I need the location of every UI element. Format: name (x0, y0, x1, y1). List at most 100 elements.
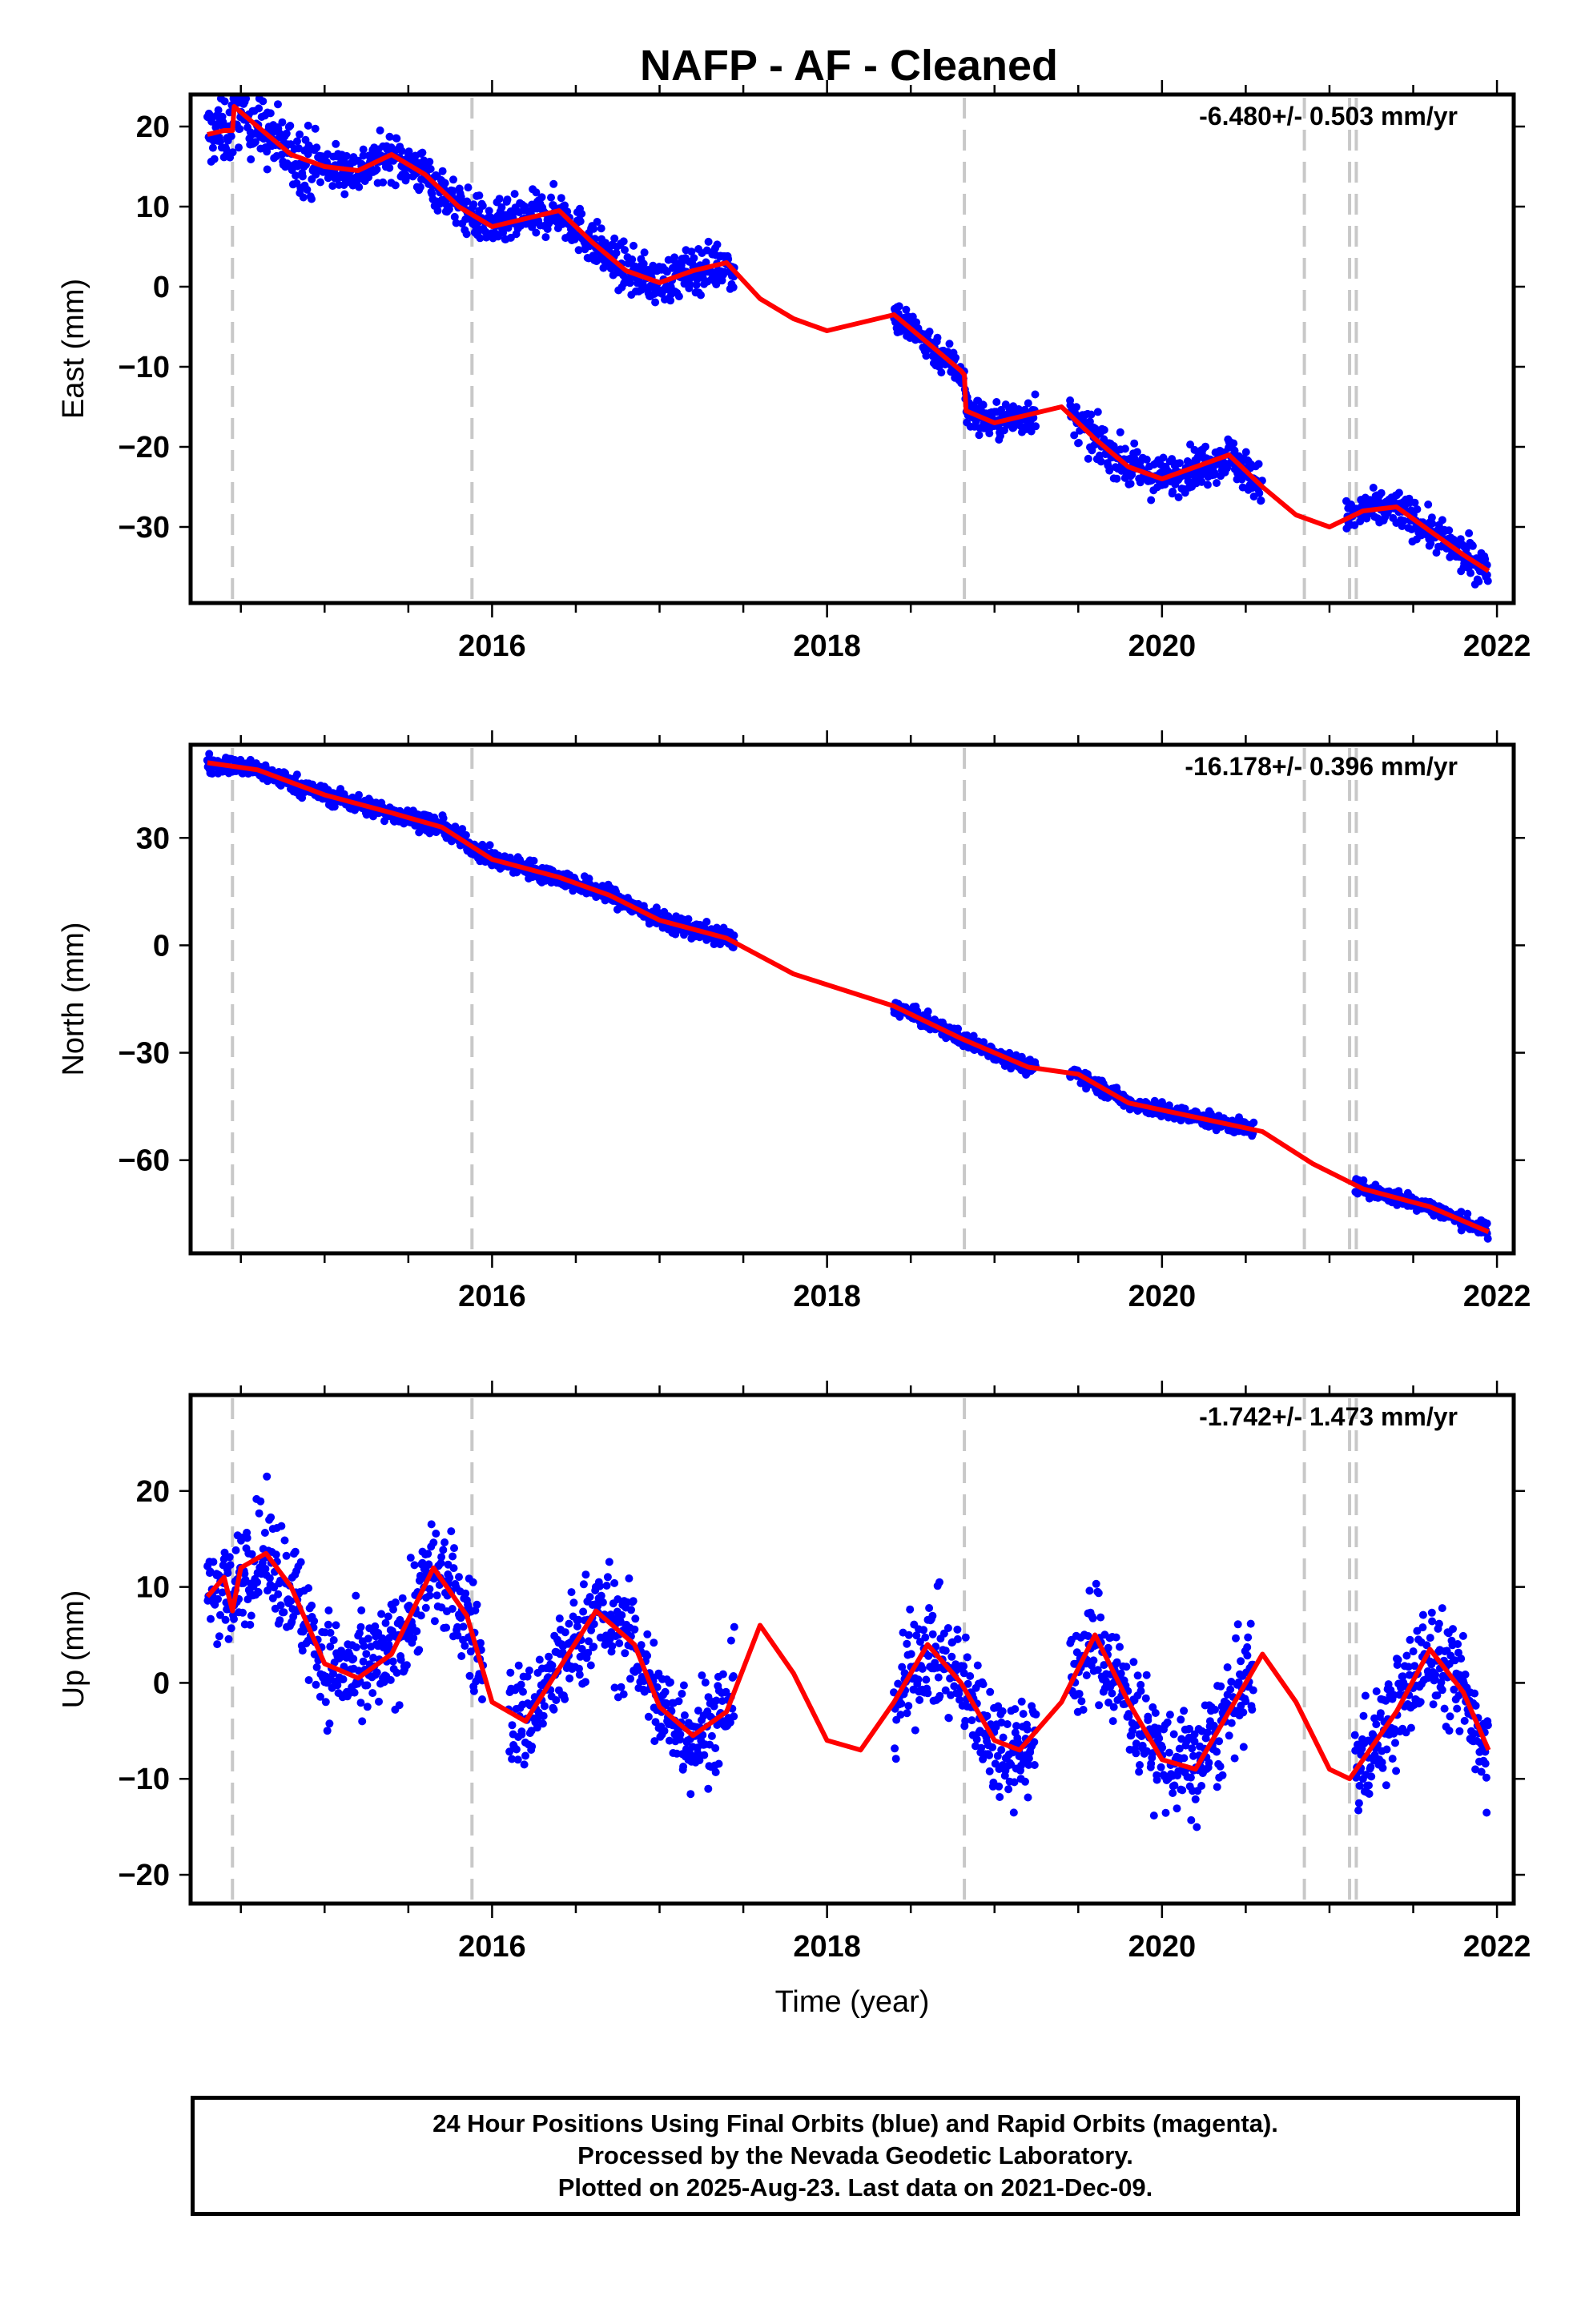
up-data-point (304, 1676, 313, 1684)
up-data-point (406, 1554, 415, 1562)
up-data-point (1243, 1651, 1252, 1660)
east-data-point (1465, 529, 1474, 537)
east-data-point (1474, 577, 1483, 586)
up-data-point (430, 1617, 439, 1626)
up-data-point (678, 1690, 686, 1698)
east-data-point (1142, 455, 1151, 464)
up-data-point (698, 1671, 706, 1680)
up-data-point (519, 1687, 527, 1696)
up-data-point (225, 1553, 234, 1562)
up-data-points (203, 1472, 1492, 1831)
up-data-point (1388, 1755, 1397, 1763)
up-data-point (424, 1550, 432, 1558)
east-data-point (1428, 519, 1437, 528)
up-data-point (915, 1695, 924, 1704)
east-data-point (619, 237, 628, 246)
up-data-point (230, 1614, 238, 1623)
up-data-point (1211, 1705, 1219, 1714)
east-data-point (1424, 501, 1433, 509)
up-data-point (1244, 1633, 1253, 1642)
east-model-line (207, 104, 1490, 573)
east-data-point (476, 234, 485, 243)
east-data-point (593, 218, 601, 226)
up-data-point (972, 1735, 981, 1743)
east-data-point (255, 104, 263, 113)
up-data-point (384, 1612, 392, 1621)
up-data-point (416, 1611, 425, 1620)
east-data-point (210, 155, 219, 163)
up-data-point (1239, 1708, 1248, 1717)
east-data-point (922, 352, 931, 360)
up-data-point (629, 1597, 638, 1606)
east-y-tick-label: −10 (119, 351, 170, 384)
up-data-point (358, 1717, 367, 1726)
up-data-point (621, 1649, 630, 1658)
up-data-point (377, 1610, 386, 1618)
up-data-point (643, 1651, 652, 1660)
east-data-point (630, 241, 638, 250)
up-data-point (711, 1768, 720, 1776)
east-data-point (1186, 440, 1195, 449)
up-data-point (679, 1681, 688, 1690)
east-data-point (340, 190, 349, 199)
up-data-point (1382, 1745, 1391, 1754)
east-data-point (610, 234, 619, 243)
up-data-point (1187, 1815, 1196, 1824)
east-data-point (1130, 439, 1139, 448)
east-data-point (1159, 453, 1168, 462)
up-data-point (961, 1633, 970, 1642)
up-data-point (1141, 1694, 1150, 1703)
up-data-point (935, 1691, 944, 1700)
up-data-point (679, 1763, 688, 1771)
up-data-point (998, 1707, 1007, 1715)
east-data-point (589, 224, 598, 233)
north-data-point (292, 770, 301, 779)
up-data-point (442, 1623, 451, 1632)
up-data-point (1155, 1734, 1164, 1743)
up-data-point (267, 1513, 276, 1522)
east-data-point (332, 139, 340, 148)
east-data-point (228, 148, 237, 157)
up-data-point (508, 1721, 517, 1730)
up-data-point (298, 1647, 307, 1655)
east-data-point (263, 147, 272, 156)
east-data-point (597, 224, 605, 233)
east-data-point (1128, 470, 1136, 479)
up-data-point (1136, 1761, 1144, 1769)
up-data-point (726, 1636, 735, 1645)
up-data-point (928, 1630, 937, 1638)
up-data-point (1426, 1634, 1434, 1642)
up-data-point (243, 1534, 251, 1542)
east-data-point (670, 253, 679, 262)
east-data-point (452, 219, 461, 227)
east-y-tick-label: −20 (119, 431, 170, 464)
up-data-point (1249, 1686, 1257, 1695)
up-data-point (352, 1643, 360, 1652)
east-data-point (1084, 454, 1092, 463)
up-data-point (412, 1627, 421, 1635)
up-data-point (586, 1661, 595, 1670)
up-data-point (478, 1695, 486, 1703)
north-data-point (702, 918, 711, 926)
up-data-point (1434, 1619, 1443, 1628)
east-data-point (385, 132, 394, 141)
up-data-point (1082, 1671, 1091, 1679)
east-data-point (404, 147, 413, 156)
up-data-point (963, 1653, 972, 1662)
up-data-point (1032, 1710, 1040, 1719)
up-data-point (1372, 1720, 1381, 1729)
up-data-point (449, 1564, 458, 1573)
up-data-point (1108, 1689, 1116, 1698)
up-data-point (973, 1661, 982, 1670)
north-data-point (461, 830, 470, 839)
up-data-point (368, 1689, 377, 1698)
east-data-point (266, 109, 275, 118)
up-data-point (911, 1726, 919, 1735)
east-data-point (292, 171, 300, 180)
up-data-point (356, 1622, 365, 1631)
east-data-point (450, 212, 459, 221)
up-data-point (617, 1610, 626, 1619)
up-data-point (214, 1594, 222, 1603)
